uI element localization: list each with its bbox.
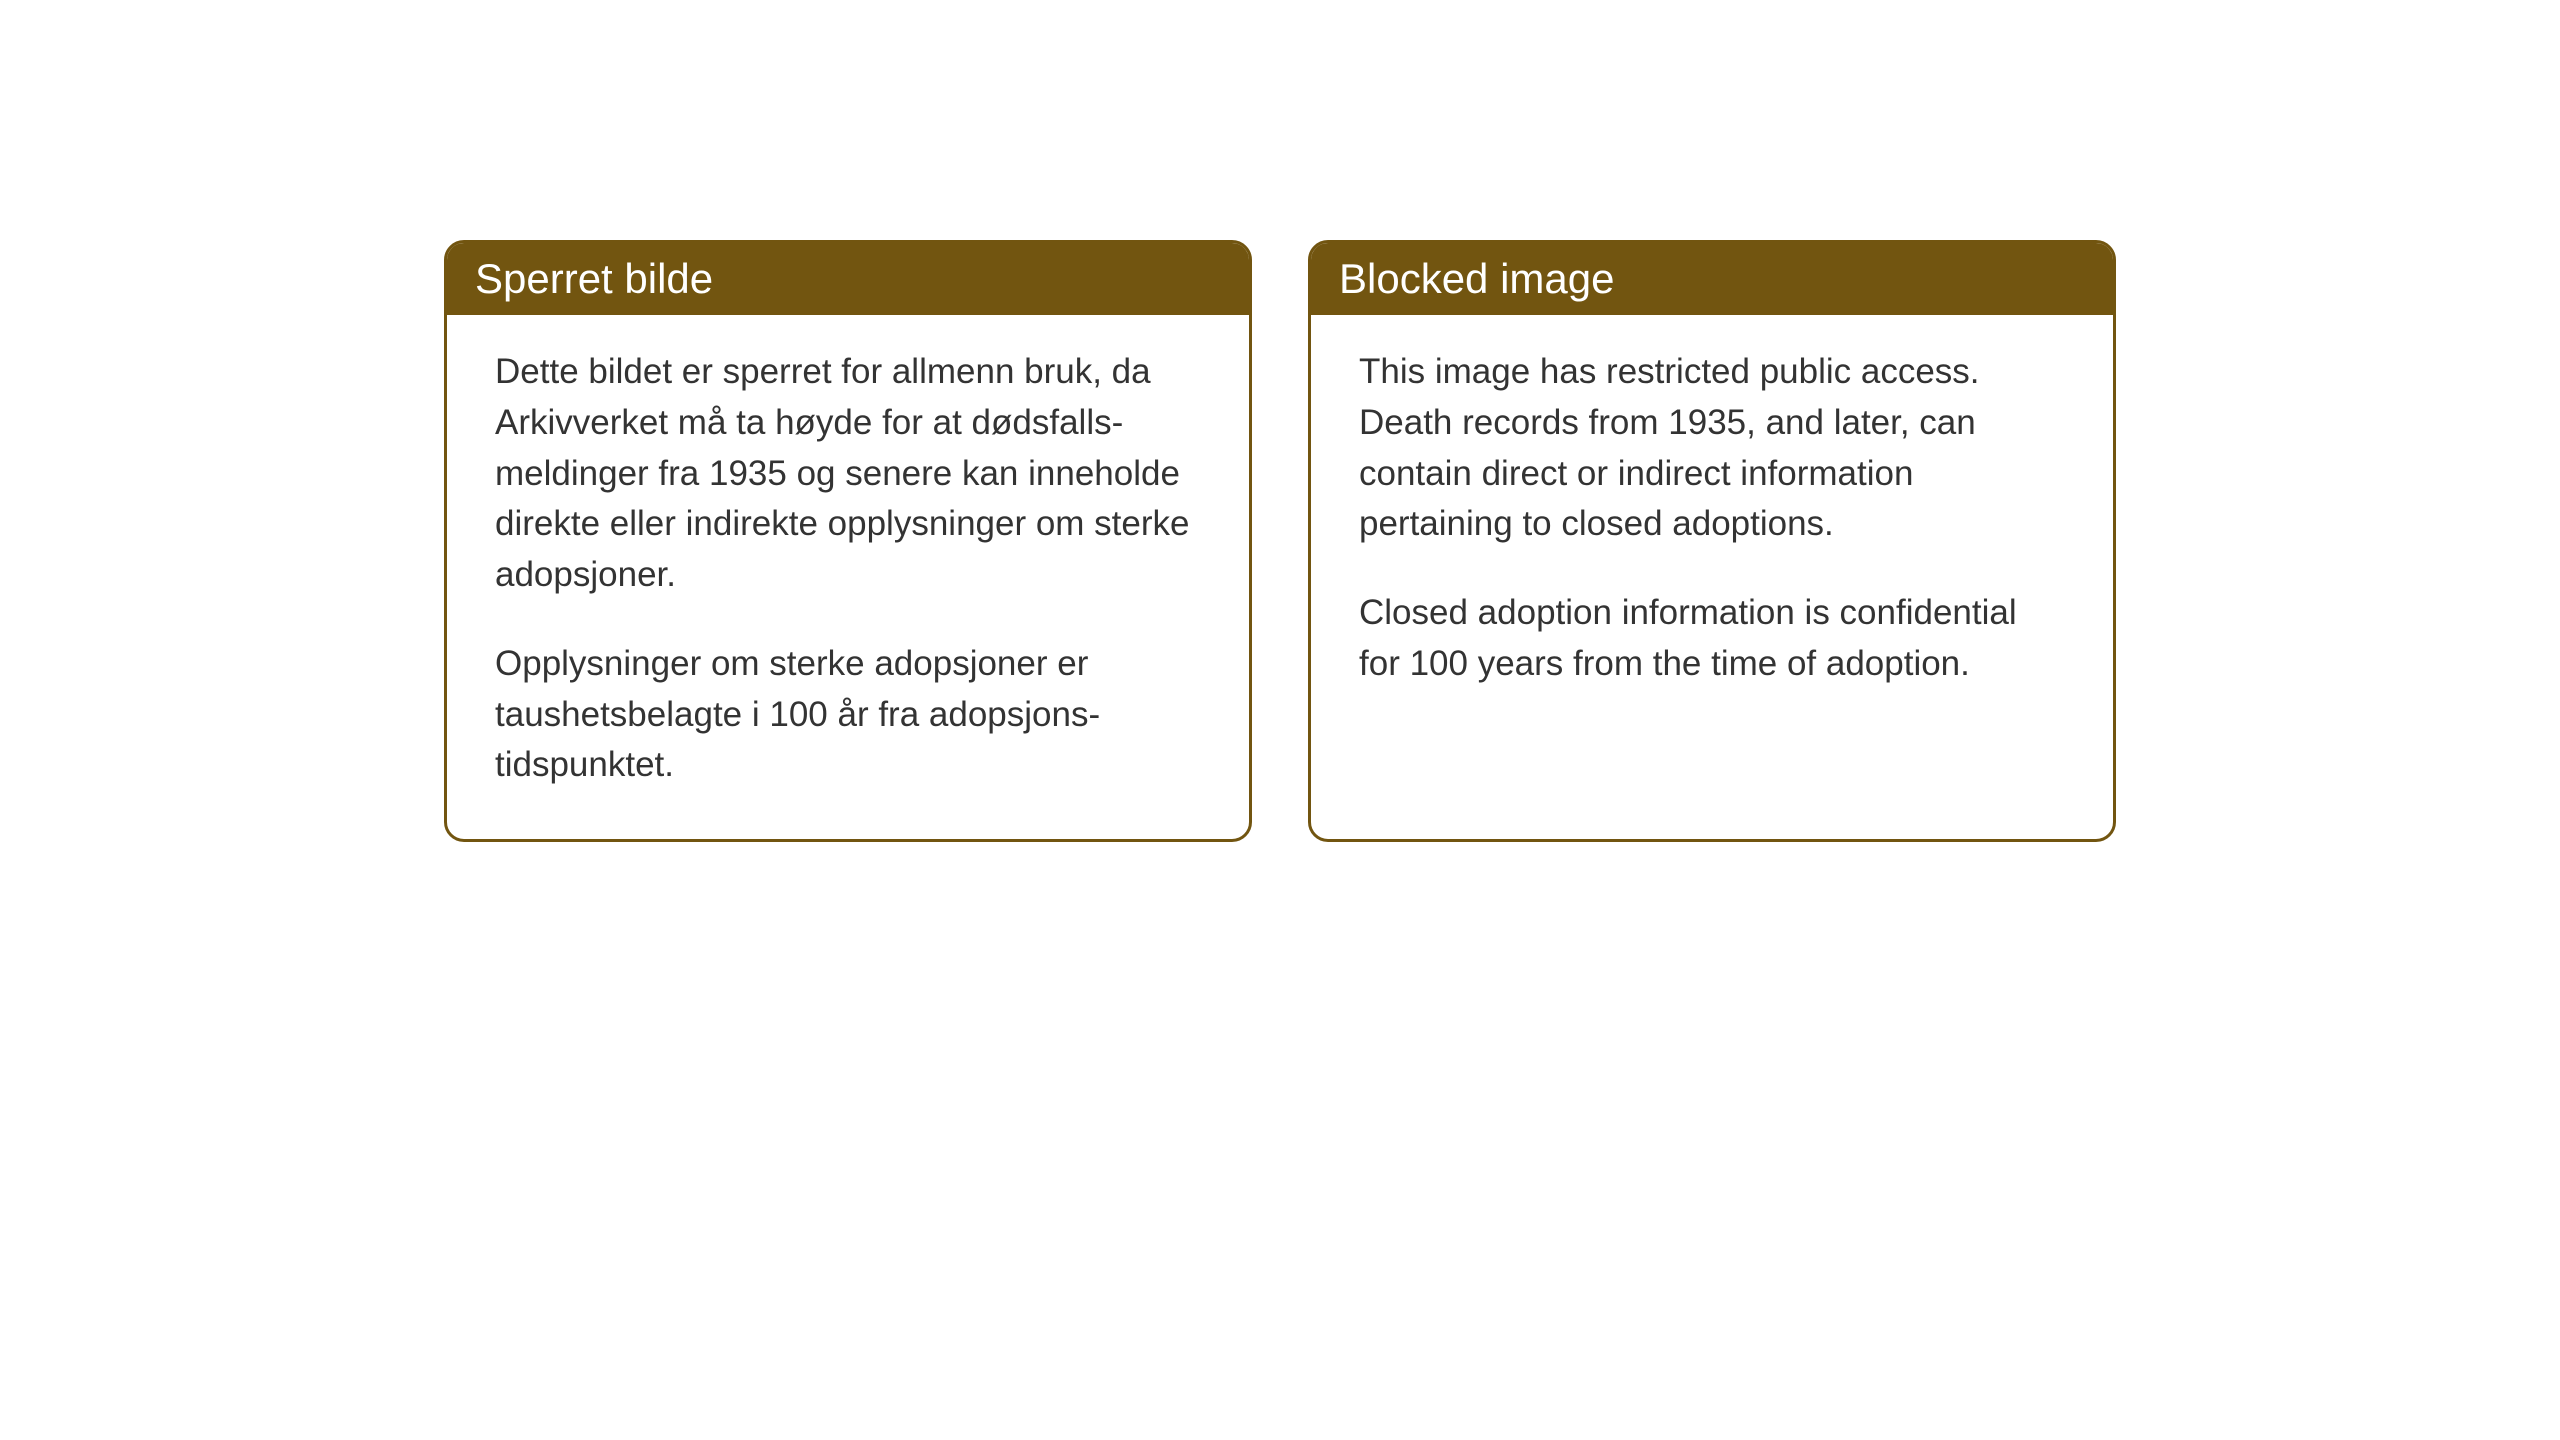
notice-paragraph-2-english: Closed adoption information is confident… [1359,588,2065,690]
notice-body-norwegian: Dette bildet er sperret for allmenn bruk… [447,315,1249,839]
notice-paragraph-1-norwegian: Dette bildet er sperret for allmenn bruk… [495,347,1201,601]
notice-body-english: This image has restricted public access.… [1311,315,2113,738]
notice-header-norwegian: Sperret bilde [447,243,1249,315]
notice-title-norwegian: Sperret bilde [475,255,713,302]
notice-paragraph-2-norwegian: Opplysninger om sterke adopsjoner er tau… [495,639,1201,791]
notice-container: Sperret bilde Dette bildet er sperret fo… [444,240,2116,842]
notice-card-norwegian: Sperret bilde Dette bildet er sperret fo… [444,240,1252,842]
notice-header-english: Blocked image [1311,243,2113,315]
notice-card-english: Blocked image This image has restricted … [1308,240,2116,842]
notice-paragraph-1-english: This image has restricted public access.… [1359,347,2065,550]
notice-title-english: Blocked image [1339,255,1614,302]
